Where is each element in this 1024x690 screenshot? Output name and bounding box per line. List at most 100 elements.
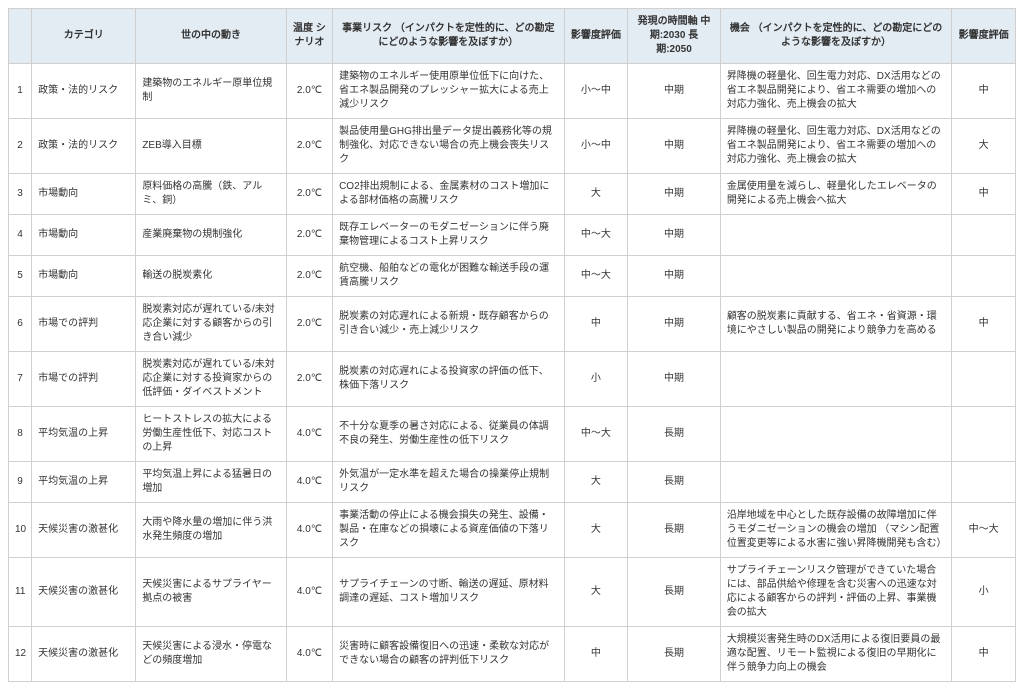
table-row: 12天候災害の激甚化天候災害による浸水・停電などの頻度増加4.0℃災害時に顧客設… <box>9 627 1016 682</box>
table-row: 11天候災害の激甚化天候災害によるサプライヤー拠点の被害4.0℃サプライチェーン… <box>9 558 1016 627</box>
cell-temp: 4.0℃ <box>286 503 332 558</box>
cell-opp: 昇降機の軽量化、回生電力対応、DX活用などの省エネ製品開発により、省エネ需要の増… <box>720 64 951 119</box>
cell-impact2: 中 <box>952 297 1016 352</box>
cell-time: 中期 <box>628 352 721 407</box>
cell-temp: 2.0℃ <box>286 215 332 256</box>
cell-impact1: 中～大 <box>564 215 628 256</box>
cell-time: 長期 <box>628 462 721 503</box>
cell-num: 11 <box>9 558 32 627</box>
cell-num: 1 <box>9 64 32 119</box>
cell-risk: CO2排出規制による、金属素材のコスト増加による部材価格の高騰リスク <box>333 174 564 215</box>
cell-risk: 事業活動の停止による機会損失の発生、設備・製品・在庫などの損壊による資産価値の下… <box>333 503 564 558</box>
cell-trend: 脱炭素対応が遅れている/未対応企業に対する顧客からの引き合い減少 <box>136 297 286 352</box>
header-impact2: 影響度評価 <box>952 9 1016 64</box>
table-row: 2政策・法的リスクZEB導入目標2.0℃製品使用量GHG排出量データ提出義務化等… <box>9 119 1016 174</box>
cell-impact1: 小～中 <box>564 64 628 119</box>
cell-impact2: 大 <box>952 119 1016 174</box>
cell-trend: 産業廃棄物の規制強化 <box>136 215 286 256</box>
table-row: 6市場での評判脱炭素対応が遅れている/未対応企業に対する顧客からの引き合い減少2… <box>9 297 1016 352</box>
cell-impact2: 中 <box>952 64 1016 119</box>
cell-risk: 航空機、船舶などの電化が困難な輸送手段の運賃高騰リスク <box>333 256 564 297</box>
cell-temp: 2.0℃ <box>286 174 332 215</box>
cell-risk: 外気温が一定水準を超えた場合の操業停止規制リスク <box>333 462 564 503</box>
table-row: 8平均気温の上昇ヒートストレスの拡大による労働生産性低下、対応コストの上昇4.0… <box>9 407 1016 462</box>
cell-num: 4 <box>9 215 32 256</box>
cell-num: 9 <box>9 462 32 503</box>
table-row: 4市場動向産業廃棄物の規制強化2.0℃既存エレベーターのモダニゼーションに伴う廃… <box>9 215 1016 256</box>
cell-impact2: 中 <box>952 627 1016 682</box>
header-opp: 機会 （インパクトを定性的に、どの勘定にどのような影響を及ぼすか） <box>720 9 951 64</box>
cell-num: 10 <box>9 503 32 558</box>
cell-opp: 金属使用量を減らし、軽量化したエレベータの開発による売上機会へ拡大 <box>720 174 951 215</box>
cell-opp: 大規模災害発生時のDX活用による復旧要員の最適な配置、リモート監視による復旧の早… <box>720 627 951 682</box>
cell-impact1: 中～大 <box>564 256 628 297</box>
cell-num: 2 <box>9 119 32 174</box>
cell-temp: 2.0℃ <box>286 297 332 352</box>
cell-risk: 災害時に顧客設備復旧への迅速・柔軟な対応ができない場合の顧客の評判低下リスク <box>333 627 564 682</box>
cell-impact2 <box>952 256 1016 297</box>
cell-num: 6 <box>9 297 32 352</box>
cell-temp: 4.0℃ <box>286 407 332 462</box>
cell-impact2: 中～大 <box>952 503 1016 558</box>
cell-opp <box>720 462 951 503</box>
cell-trend: 脱炭素対応が遅れている/未対応企業に対する投資家からの低評価・ダイベストメント <box>136 352 286 407</box>
cell-impact2 <box>952 407 1016 462</box>
cell-trend: ZEB導入目標 <box>136 119 286 174</box>
cell-time: 中期 <box>628 64 721 119</box>
cell-impact1: 中～大 <box>564 407 628 462</box>
cell-temp: 4.0℃ <box>286 627 332 682</box>
cell-time: 長期 <box>628 558 721 627</box>
cell-time: 長期 <box>628 503 721 558</box>
cell-impact1: 中 <box>564 297 628 352</box>
header-time: 発現の時間軸 中期:2030 長期:2050 <box>628 9 721 64</box>
cell-trend: 輸送の脱炭素化 <box>136 256 286 297</box>
cell-trend: 天候災害による浸水・停電などの頻度増加 <box>136 627 286 682</box>
cell-risk: 製品使用量GHG排出量データ提出義務化等の規制強化、対応できない場合の売上機会喪… <box>333 119 564 174</box>
header-impact1: 影響度評価 <box>564 9 628 64</box>
cell-opp: 昇降機の軽量化、回生電力対応、DX活用などの省エネ製品開発により、省エネ需要の増… <box>720 119 951 174</box>
cell-category: 市場動向 <box>32 174 136 215</box>
cell-num: 3 <box>9 174 32 215</box>
cell-opp: サプライチェーンリスク管理ができていた場合には、部品供給や修理を含む災害への迅速… <box>720 558 951 627</box>
cell-time: 長期 <box>628 407 721 462</box>
cell-trend: ヒートストレスの拡大による労働生産性低下、対応コストの上昇 <box>136 407 286 462</box>
cell-time: 中期 <box>628 174 721 215</box>
cell-impact2 <box>952 352 1016 407</box>
cell-category: 政策・法的リスク <box>32 119 136 174</box>
cell-opp: 沿岸地域を中心とした既存設備の故障増加に伴うモダニゼーションの機会の増加 （マシ… <box>720 503 951 558</box>
cell-impact2: 小 <box>952 558 1016 627</box>
table-body: 1政策・法的リスク建築物のエネルギー原単位規制2.0℃建築物のエネルギー使用原単… <box>9 64 1016 682</box>
cell-trend: 平均気温上昇による猛暑日の増加 <box>136 462 286 503</box>
cell-impact1: 大 <box>564 558 628 627</box>
table-row: 5市場動向輸送の脱炭素化2.0℃航空機、船舶などの電化が困難な輸送手段の運賃高騰… <box>9 256 1016 297</box>
header-num <box>9 9 32 64</box>
cell-risk: 脱炭素の対応遅れによる新規・既存顧客からの引き合い減少・売上減少リスク <box>333 297 564 352</box>
cell-time: 長期 <box>628 627 721 682</box>
cell-time: 中期 <box>628 215 721 256</box>
cell-category: 市場動向 <box>32 215 136 256</box>
cell-temp: 2.0℃ <box>286 352 332 407</box>
cell-trend: 建築物のエネルギー原単位規制 <box>136 64 286 119</box>
cell-category: 平均気温の上昇 <box>32 462 136 503</box>
cell-opp <box>720 256 951 297</box>
cell-time: 中期 <box>628 297 721 352</box>
cell-opp <box>720 215 951 256</box>
cell-num: 7 <box>9 352 32 407</box>
header-category: カテゴリ <box>32 9 136 64</box>
cell-impact1: 大 <box>564 462 628 503</box>
cell-category: 市場での評判 <box>32 297 136 352</box>
cell-category: 平均気温の上昇 <box>32 407 136 462</box>
cell-risk: 既存エレベーターのモダニゼーションに伴う廃棄物管理によるコスト上昇リスク <box>333 215 564 256</box>
cell-num: 12 <box>9 627 32 682</box>
cell-temp: 2.0℃ <box>286 64 332 119</box>
cell-impact1: 大 <box>564 503 628 558</box>
cell-category: 市場での評判 <box>32 352 136 407</box>
cell-category: 政策・法的リスク <box>32 64 136 119</box>
table-row: 1政策・法的リスク建築物のエネルギー原単位規制2.0℃建築物のエネルギー使用原単… <box>9 64 1016 119</box>
cell-impact2 <box>952 462 1016 503</box>
header-temp: 温度 シナリオ <box>286 9 332 64</box>
cell-temp: 2.0℃ <box>286 119 332 174</box>
cell-time: 中期 <box>628 119 721 174</box>
cell-category: 市場動向 <box>32 256 136 297</box>
cell-impact2: 中 <box>952 174 1016 215</box>
